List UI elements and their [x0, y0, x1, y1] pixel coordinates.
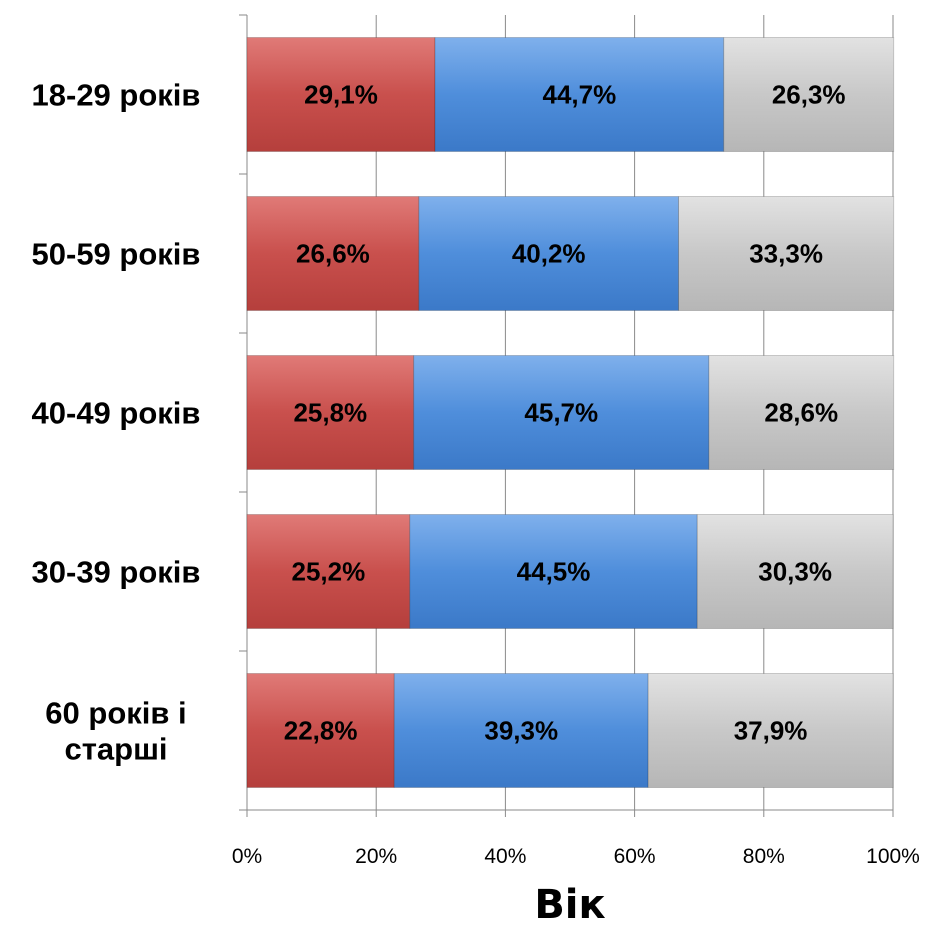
x-tick-label: 20%	[355, 845, 397, 868]
data-label: 22,8%	[284, 716, 358, 746]
y-category-label: 50-59 років	[32, 237, 201, 272]
bar-segment	[708, 355, 895, 470]
data-label: 26,3%	[772, 80, 846, 110]
data-label: 26,6%	[296, 239, 370, 269]
x-tick-label: 60%	[614, 845, 656, 868]
bar-segment	[413, 355, 710, 470]
x-tick-label: 100%	[866, 845, 920, 868]
labels: 0% 20% 40% 60% 80% 100% 29,1% 44,7% 26,3% 18-29 р…	[32, 78, 920, 869]
bar-segment	[246, 37, 436, 152]
y-category-label: 60 років і старші	[45, 696, 186, 767]
data-label: 40,2%	[512, 239, 586, 269]
bar-segment	[246, 355, 415, 470]
bar-segment	[409, 514, 698, 629]
data-label: 45,7%	[524, 398, 598, 428]
y-category-label: 30-39 років	[32, 555, 201, 590]
bars	[246, 37, 895, 788]
x-tick-label: 40%	[484, 845, 526, 868]
data-label: 44,7%	[542, 80, 616, 110]
data-label: 25,8%	[293, 398, 367, 428]
data-label: 25,2%	[292, 557, 366, 587]
x-tick-label: 80%	[743, 845, 785, 868]
y-category-label: 40-49 років	[32, 396, 201, 431]
bar-segment	[246, 196, 420, 311]
bar-segment	[647, 673, 894, 788]
data-label: 37,9%	[734, 716, 808, 746]
bar-segment	[723, 37, 895, 152]
x-tick-label: 0%	[232, 845, 262, 868]
bar-segment	[393, 673, 649, 788]
data-label: 44,5%	[517, 557, 591, 587]
data-label: 33,3%	[749, 239, 823, 269]
data-label: 39,3%	[484, 716, 558, 746]
bar-segment	[434, 37, 725, 152]
bar-segment	[418, 196, 680, 311]
bar-segment	[246, 514, 411, 629]
data-label: 29,1%	[304, 80, 378, 110]
bar-segment	[696, 514, 894, 629]
data-label: 28,6%	[764, 398, 838, 428]
y-category-label: 18-29 років	[32, 78, 201, 113]
bar-segment	[678, 196, 895, 311]
x-axis-title: Вік	[534, 882, 605, 928]
data-label: 30,3%	[758, 557, 832, 587]
